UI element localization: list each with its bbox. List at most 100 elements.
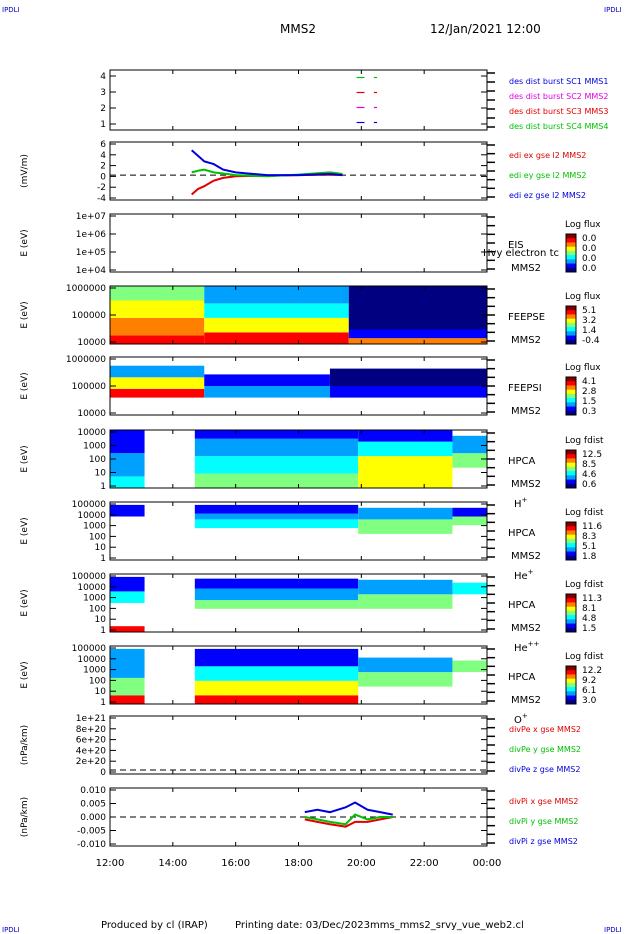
series-line	[304, 813, 393, 826]
time-axis: 12:00 14:00 16:00 18:00 20:00 22:00 00:00	[96, 858, 502, 869]
y-tick-label: -0.005	[77, 827, 106, 837]
species-label: He+	[514, 568, 534, 582]
spacecraft-label: MMS2	[511, 406, 541, 417]
instrument-label: HPCA	[508, 600, 536, 611]
instrument-label: HPCA	[508, 672, 536, 683]
spectrogram-cell	[110, 286, 205, 301]
y-tick-label: 100	[89, 455, 106, 465]
legend-entry: divPe x gse MMS2	[509, 725, 581, 734]
corner-label-top-right: IPDLI	[604, 6, 622, 14]
colorbar-cell	[566, 483, 576, 489]
spectrogram-cell	[204, 386, 330, 398]
spectrogram-cell	[204, 317, 349, 333]
legend-entry: edi ez gse l2 MMS2	[509, 191, 586, 200]
colorbar-frame	[565, 449, 577, 489]
colorbar-cell	[566, 471, 576, 476]
y-tick-label: 100	[89, 604, 106, 614]
colorbar-cell	[566, 606, 576, 612]
colorbar-cell	[566, 695, 576, 701]
series-line	[304, 801, 393, 816]
y-tick-label: 1000	[83, 522, 106, 532]
colorbar-cell	[566, 475, 576, 481]
colorbar-title: Log flux	[565, 220, 601, 230]
y-tick-label: 10000	[77, 409, 106, 419]
colorbar-cell	[566, 682, 576, 688]
panel-frame	[109, 715, 488, 775]
colorbar-cell	[566, 666, 576, 671]
colorbar-tick-label: 0.0	[582, 254, 597, 264]
spectrogram-cell	[110, 677, 145, 696]
colorbar-tick-label: 0.0	[582, 244, 597, 254]
y-tick-label: 1e+04	[76, 266, 107, 276]
colorbar-tick-label: 11.3	[582, 594, 602, 604]
spectrogram-cell	[110, 591, 145, 603]
legend-entry: des dist burst SC1 MMS1	[509, 77, 608, 86]
y-tick-label: 4	[100, 151, 106, 161]
legend-entry: des dist burst SC4 MMS4	[509, 122, 608, 131]
panel-feepsi: 1000000 100000 10000 E (eV) FEEPSI MMS2 Log fl…	[20, 355, 601, 419]
colorbar-cell	[566, 598, 576, 603]
y-tick-label: 0	[100, 172, 106, 182]
colorbar-tick-label: 8.3	[582, 532, 596, 542]
y-tick-label: 1000	[83, 666, 106, 676]
colorbar-frame	[565, 233, 577, 273]
footer-filename: mms_mms2_srvy_vue_web2.cl	[370, 920, 524, 931]
instrument-label: FEEPSE	[508, 312, 545, 323]
legend-entry: divPi y gse MMS2	[509, 817, 578, 826]
spectrogram-cell	[194, 680, 359, 696]
species-charge: +	[528, 568, 534, 576]
colorbar-cell	[566, 450, 576, 455]
spacecraft-label: MMS2	[511, 263, 541, 274]
species-label: O+	[514, 712, 528, 726]
colorbar-tick-label: 5.1	[582, 306, 596, 316]
y-tick-label: 100000	[72, 572, 107, 582]
colorbar-title: Log fdist	[565, 508, 604, 518]
series-line	[191, 168, 343, 178]
species-charge: +	[522, 496, 528, 504]
species-label: H+	[514, 496, 528, 510]
y-axis-label: E (eV)	[20, 661, 30, 688]
colorbar-frame	[565, 665, 577, 705]
colorbar-cell	[566, 385, 576, 391]
spectrogram-cell	[194, 519, 359, 529]
colorbar-cell	[566, 678, 576, 684]
colorbar-cell	[566, 615, 576, 620]
legend-entry: des dist burst SC2 MMS2	[509, 92, 608, 101]
colorbar-tick-label: 9.2	[582, 676, 596, 686]
colorbar-frame	[565, 593, 577, 633]
spectrogram-cell	[204, 332, 349, 344]
series-line	[191, 173, 343, 196]
colorbar-tick-label: -0.4	[582, 336, 600, 346]
instrument-label: HPCA	[508, 456, 536, 467]
y-tick-label: 10000	[77, 338, 106, 348]
colorbar-cell	[566, 454, 576, 459]
y-tick-label: 0.005	[80, 800, 106, 810]
y-tick-label: 1000	[83, 594, 106, 604]
spectrogram-cell	[110, 365, 205, 378]
spacecraft-label: MMS2	[511, 335, 541, 346]
colorbar-cell	[566, 246, 576, 252]
y-tick-label: 1	[100, 554, 106, 564]
y-tick-label: 1e+05	[76, 248, 106, 258]
colorbar-cell	[566, 242, 576, 248]
spectrogram-cell	[194, 513, 359, 520]
y-tick-label: 10000	[77, 511, 106, 521]
colorbar-cell	[566, 691, 576, 697]
y-tick-label: -4	[97, 194, 106, 204]
spectrogram-cell	[110, 476, 145, 488]
colorbar-tick-label: 1.8	[582, 552, 597, 562]
colorbar-cell	[566, 259, 576, 265]
spectrogram-cell	[110, 317, 205, 336]
colorbar-tick-label: 2.8	[582, 387, 597, 397]
colorbar-cell	[566, 594, 576, 599]
spectrogram-cell	[329, 386, 487, 398]
colorbar-tick-label: 0.0	[582, 234, 597, 244]
y-tick-label: 0.010	[80, 786, 106, 796]
spectrogram-cell	[110, 504, 145, 517]
y-tick-label: 100	[89, 532, 106, 542]
y-tick-label: 1e+06	[76, 230, 107, 240]
spectrogram-cell	[204, 374, 330, 386]
legend-entry: divPe y gse MMS2	[509, 745, 581, 754]
